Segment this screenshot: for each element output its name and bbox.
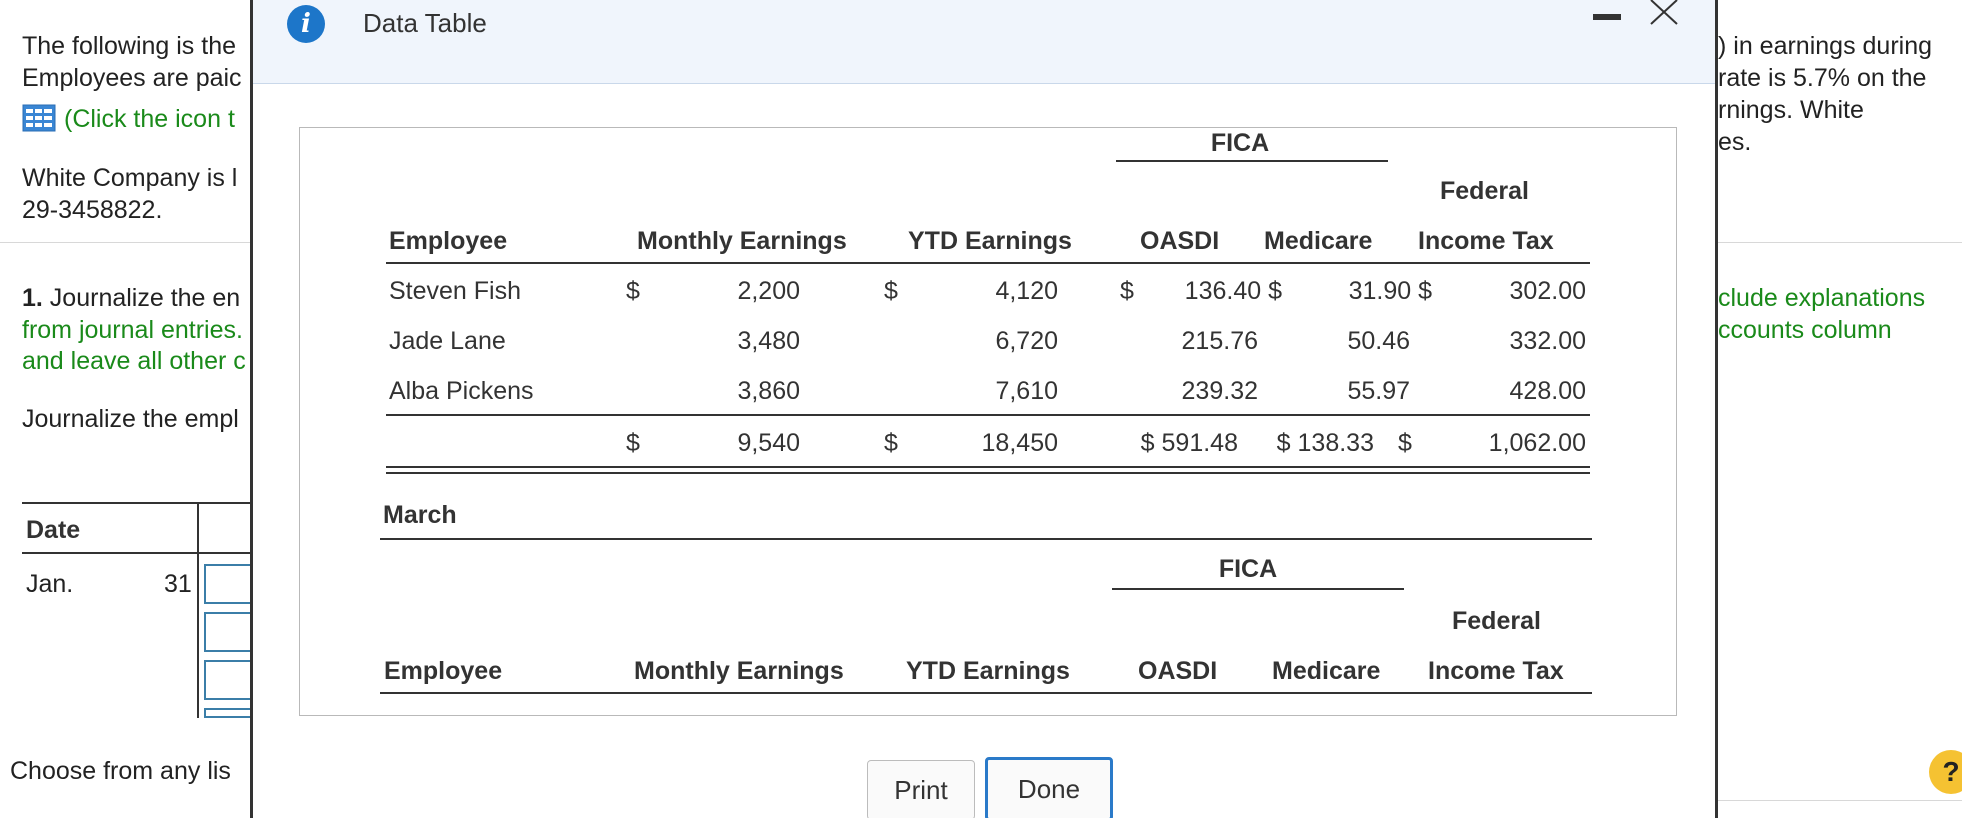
date-day: 31 (164, 570, 192, 598)
row-3-ytd: 7,610 (995, 377, 1058, 405)
close-icon[interactable] (1648, 0, 1680, 26)
date-month: Jan. (26, 570, 74, 598)
row-3-income-tax: 428.00 (1509, 377, 1586, 405)
choose-from-list-text: Choose from any lis (10, 757, 231, 785)
row-1-ytd: 4,120 (995, 277, 1058, 305)
row-3-monthly: 3,860 (737, 377, 800, 405)
account-input-4[interactable] (204, 708, 254, 718)
account-input-2[interactable] (204, 612, 254, 652)
intro-line-1: The following is the (22, 32, 237, 60)
total-tax-currency: $ (1398, 429, 1412, 457)
info-icon: i (287, 5, 325, 43)
row-1-income-tax: 302.00 (1509, 277, 1586, 305)
total-monthly-currency: $ (626, 429, 640, 457)
account-input-3[interactable] (204, 660, 254, 700)
journal-table: Date (22, 502, 252, 554)
table-grid-icon[interactable] (22, 104, 56, 132)
row-2-income-tax: 332.00 (1509, 327, 1586, 355)
date-column-header: Date (22, 502, 252, 554)
row-1-employee: Steven Fish (389, 277, 522, 305)
federal-header-2: Federal (1452, 607, 1541, 635)
data-table-scroll-area[interactable]: FICA Federal Employee Monthly Earnings Y… (299, 127, 1677, 716)
col-oasdi-2: OASDI (1138, 657, 1218, 685)
journal-column-divider (197, 502, 199, 718)
company-line-2: 29-3458822. (22, 196, 163, 224)
question-1-green-2: and leave all other c (22, 347, 246, 375)
row-2-employee: Jade Lane (389, 327, 506, 355)
fica-header: FICA (1210, 129, 1270, 157)
total-monthly: 9,540 (737, 429, 800, 457)
right-green-2: ccounts column (1718, 316, 1892, 344)
march-underline (380, 538, 1592, 540)
col-oasdi: OASDI (1140, 227, 1220, 255)
col-monthly-earnings-2: Monthly Earnings (634, 657, 844, 685)
total-double-line-1 (386, 466, 1590, 468)
total-medicare: $ 138.33 (1276, 429, 1374, 457)
fica-underline (1116, 160, 1388, 162)
total-double-line-2 (386, 472, 1590, 474)
data-table-modal: i Data Table FICA Federal Employee Month… (250, 0, 1718, 818)
row-3-oasdi: 239.32 (1181, 377, 1258, 405)
row-2-monthly: 3,480 (737, 327, 800, 355)
col-income-tax: Income Tax (1418, 227, 1554, 255)
click-icon-link[interactable]: (Click the icon t (22, 103, 235, 135)
header-underline-2 (380, 692, 1592, 694)
print-button[interactable]: Print (867, 760, 975, 818)
total-income-tax: 1,062.00 (1488, 429, 1586, 457)
col-medicare: Medicare (1264, 227, 1373, 255)
question-1-green-1: from journal entries. (22, 316, 243, 344)
right-line-2: rate is 5.7% on the (1718, 64, 1927, 92)
row-2-ytd: 6,720 (995, 327, 1058, 355)
row-1-ytd-currency: $ (884, 277, 898, 305)
row-3-medicare: 55.97 (1347, 377, 1410, 405)
col-ytd-earnings-2: YTD Earnings (906, 657, 1070, 685)
col-employee: Employee (389, 227, 508, 255)
row-1-monthly: 2,200 (737, 277, 800, 305)
help-icon[interactable]: ? (1929, 750, 1962, 794)
row-2-oasdi: 215.76 (1181, 327, 1258, 355)
row-2-medicare: 50.46 (1347, 327, 1410, 355)
modal-title: Data Table (363, 8, 487, 38)
col-monthly-earnings: Monthly Earnings (637, 227, 847, 255)
subtotal-line (386, 414, 1590, 416)
right-line-1: ) in earnings during (1718, 32, 1933, 60)
total-ytd: 18,450 (981, 429, 1058, 457)
federal-header: Federal (1440, 177, 1529, 205)
total-ytd-currency: $ (884, 429, 898, 457)
right-line-4: es. (1718, 128, 1752, 156)
row-1-oasdi-currency: $ (1120, 277, 1134, 305)
click-icon-text[interactable]: (Click the icon t (64, 105, 235, 133)
total-oasdi: $ 591.48 (1140, 429, 1238, 457)
fica-header-2: FICA (1218, 555, 1278, 583)
done-button[interactable]: Done (985, 757, 1113, 818)
question-1-text: Journalize the en (42, 284, 241, 312)
right-line-3: rnings. White (1718, 96, 1864, 124)
march-label: March (383, 501, 457, 529)
intro-line-2: Employees are paic (22, 64, 242, 92)
col-ytd-earnings: YTD Earnings (908, 227, 1072, 255)
modal-header: i Data Table (253, 0, 1715, 84)
row-1-medicare: 31.90 $ (1348, 277, 1432, 305)
col-income-tax-2: Income Tax (1428, 657, 1564, 685)
journalize-instruction: Journalize the empl (22, 405, 239, 433)
fica-underline-2 (1112, 588, 1404, 590)
right-green-1: clude explanations (1718, 284, 1926, 312)
minimize-icon[interactable] (1593, 14, 1621, 20)
row-1-oasdi: 136.40 $ (1184, 277, 1282, 305)
question-1-line: 1. Journalize the en (22, 282, 240, 314)
footer-divider (1718, 800, 1962, 801)
header-underline (386, 262, 1590, 264)
company-line-1: White Company is l (22, 164, 238, 192)
row-1-monthly-currency: $ (626, 277, 640, 305)
question-number: 1. (22, 284, 43, 312)
col-employee-2: Employee (384, 657, 503, 685)
row-3-employee: Alba Pickens (389, 377, 534, 405)
account-input-1[interactable] (204, 564, 254, 604)
col-medicare-2: Medicare (1272, 657, 1381, 685)
